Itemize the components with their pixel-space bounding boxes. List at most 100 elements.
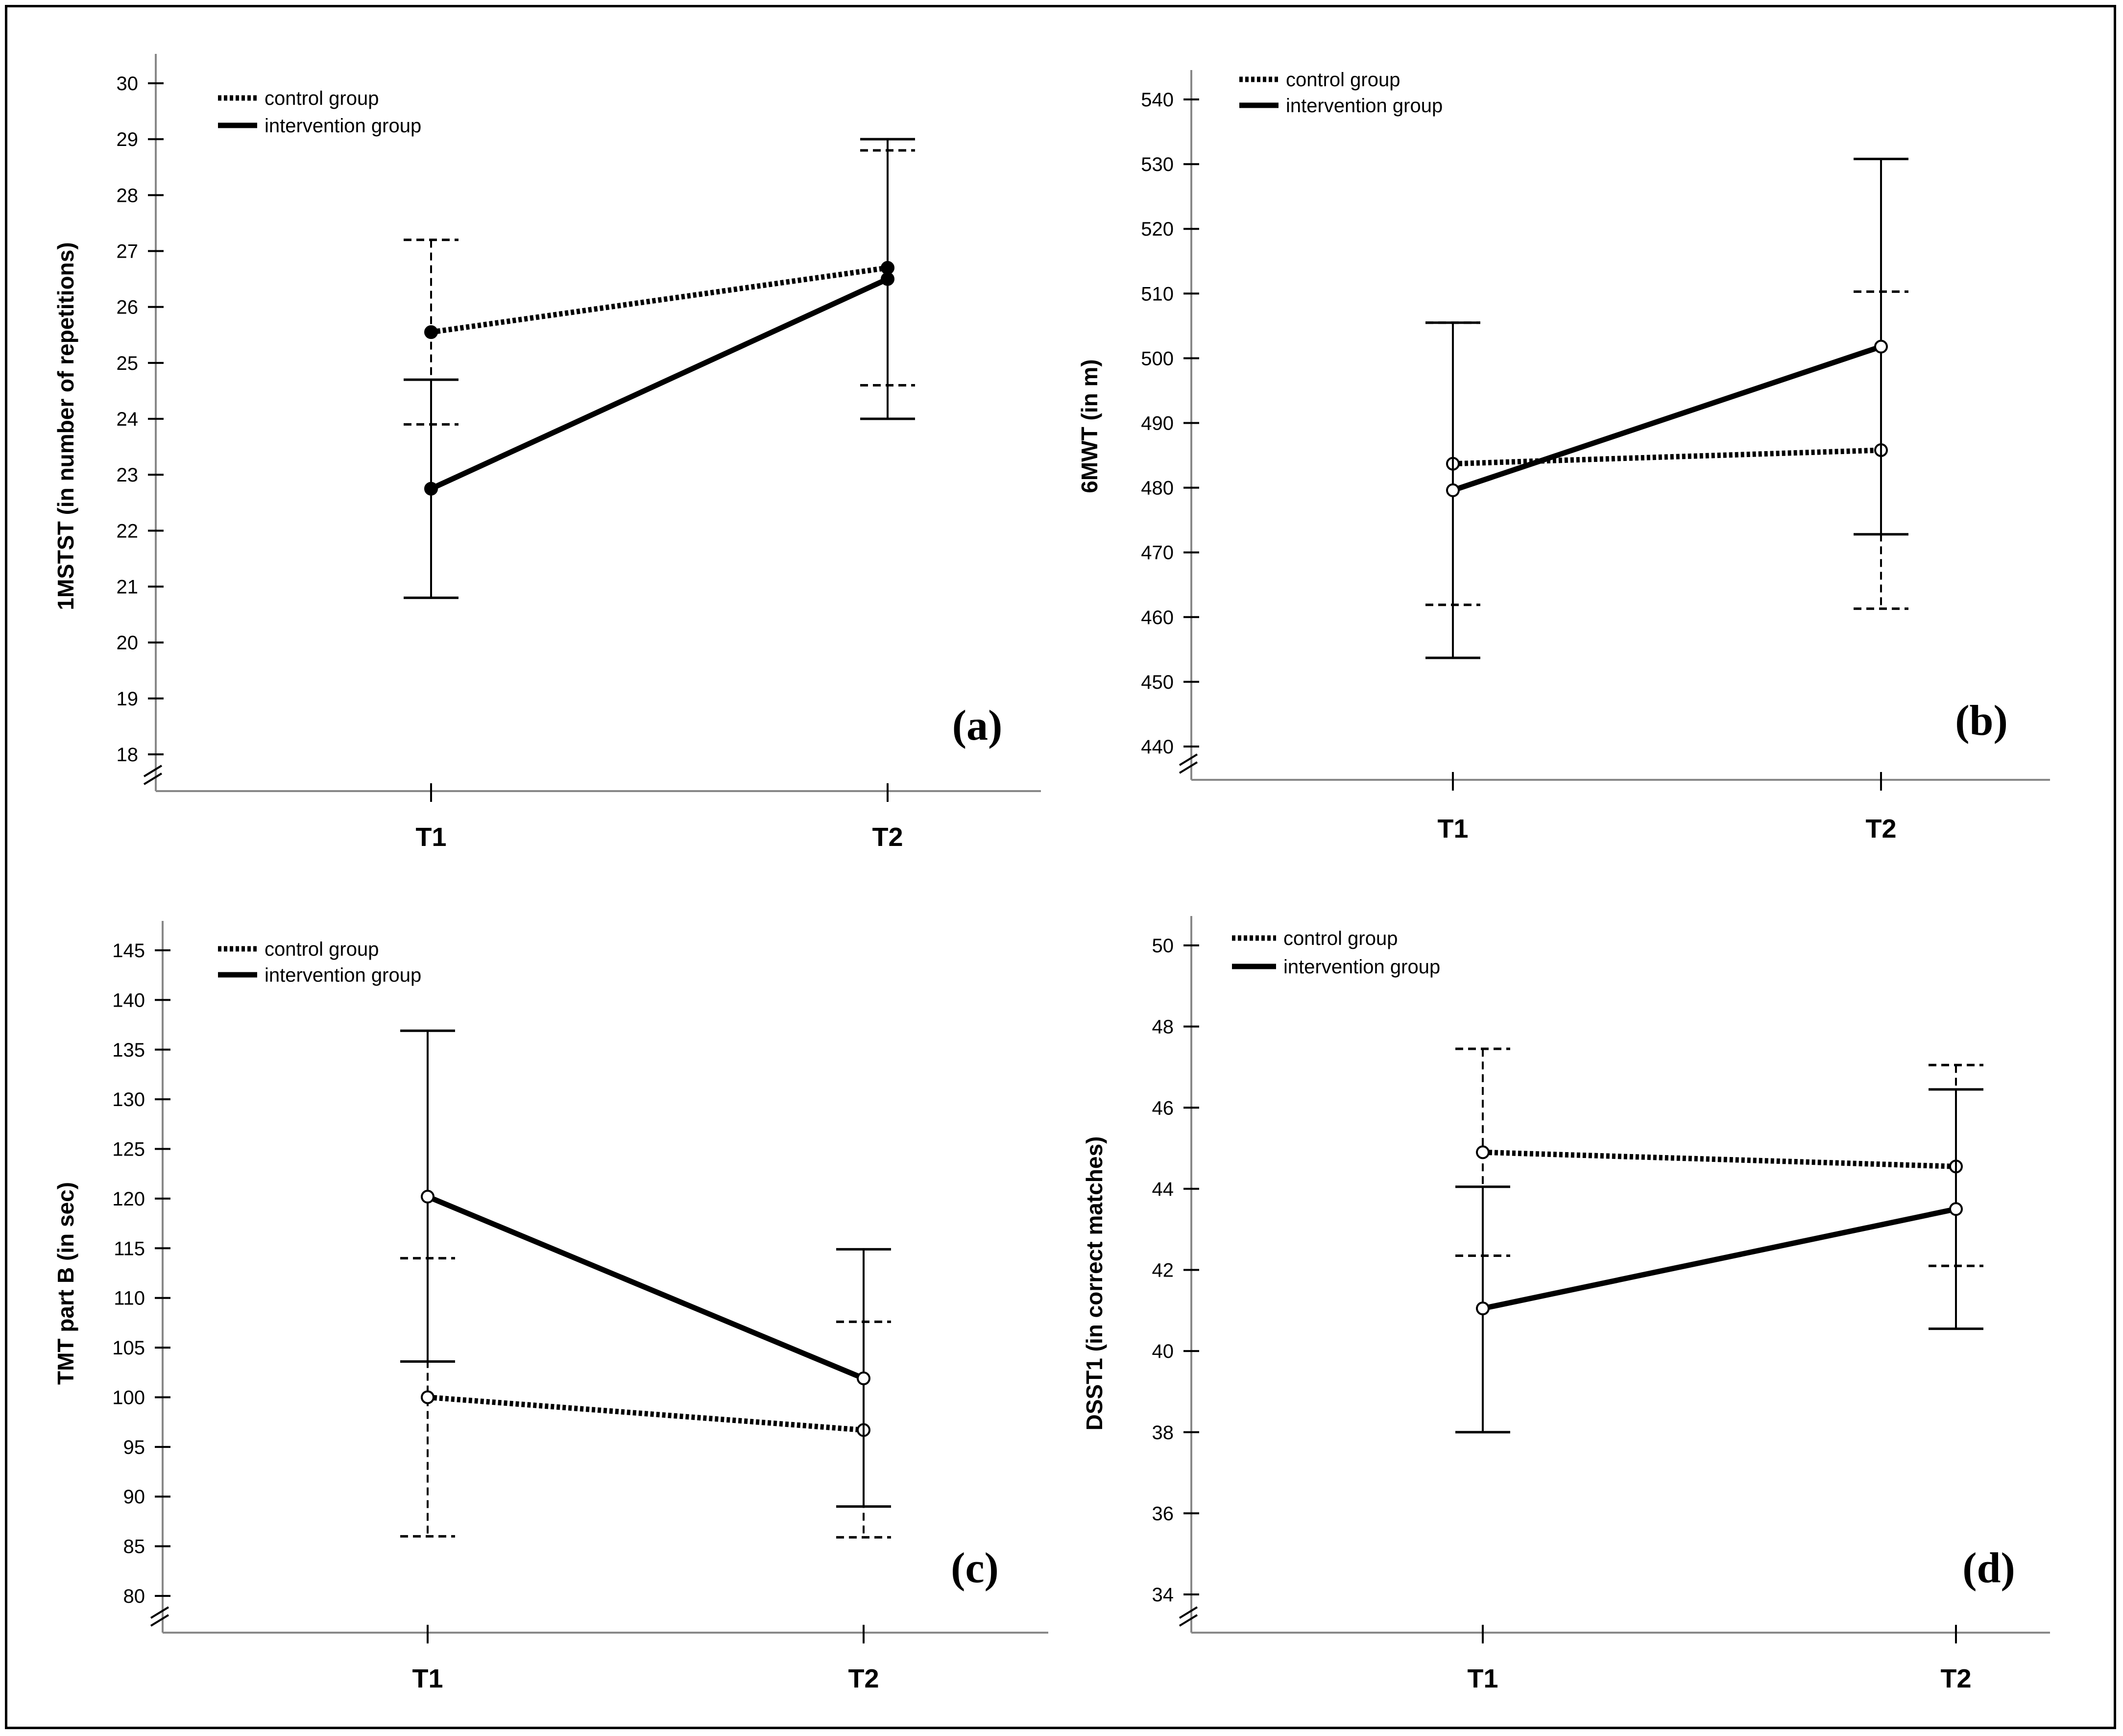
- y-tick-label: 22: [117, 520, 139, 542]
- y-tick-label: 18: [117, 744, 139, 766]
- y-tick-label: 80: [123, 1586, 145, 1607]
- y-tick-label: 36: [1152, 1503, 1174, 1524]
- panel-d-tag: (d): [1962, 1544, 2015, 1592]
- panel-a: 1MSTST (in number of repetitions) contro…: [53, 88, 1002, 749]
- y-tick-label: 46: [1152, 1097, 1174, 1119]
- axis-break-mark: [150, 1606, 169, 1619]
- y-tick-label: 110: [114, 1288, 145, 1309]
- y-tick-label: 520: [1141, 218, 1174, 240]
- axis-break-mark: [143, 772, 163, 785]
- y-tick-label: 95: [123, 1437, 145, 1458]
- y-tick-label: 24: [117, 409, 139, 430]
- y-tick-label: 440: [1141, 736, 1174, 758]
- panel-d-legend-intervention-label: intervention group: [1283, 956, 1440, 978]
- panel-d-plot: 34 36 38 40 42 44 46 48 50 T1 T2: [1152, 916, 2050, 1693]
- panel-c-ylabel: TMT part B (in sec): [53, 1182, 78, 1385]
- y-tick-label: 540: [1141, 89, 1174, 111]
- intervention-point: [424, 482, 438, 496]
- x-category-label: T1: [1467, 1664, 1498, 1693]
- panel-d: DSST1 (in correct matches) control group…: [1082, 928, 2015, 1592]
- panel-b-plot: 440 450 460 470 480 490 500 510 520 530 540 T1 T2: [1141, 70, 2050, 844]
- y-tick-label: 28: [117, 185, 139, 206]
- panel-b-legend-intervention-label: intervention group: [1286, 95, 1443, 117]
- y-tick-label: 20: [117, 632, 139, 654]
- panel-c: TMT part B (in sec) control group interv…: [53, 939, 999, 1592]
- y-tick-label: 115: [114, 1238, 145, 1259]
- intervention-point: [1949, 1202, 1963, 1216]
- y-tick-label: 38: [1152, 1422, 1174, 1444]
- axis-break-mark: [1179, 1614, 1198, 1627]
- panel-b-legend: control group intervention group: [1239, 69, 1443, 117]
- control-series-line: [1482, 1149, 1956, 1169]
- y-tick-label: 510: [1141, 283, 1174, 305]
- y-tick-label: 130: [112, 1089, 145, 1110]
- y-tick-label: 135: [112, 1039, 145, 1061]
- x-category-label: T2: [872, 822, 903, 852]
- y-tick-label: 21: [117, 577, 139, 598]
- axis-break-mark: [1179, 761, 1198, 774]
- axis-break-mark: [143, 765, 163, 777]
- panel-a-ylabel: 1MSTST (in number of repetitions): [53, 242, 78, 610]
- x-category-label: T1: [415, 822, 446, 852]
- axis-break-mark: [1179, 753, 1198, 766]
- control-series-line: [1452, 447, 1882, 467]
- y-tick-label: 34: [1152, 1584, 1174, 1606]
- panel-c-legend-intervention-label: intervention group: [265, 964, 421, 986]
- panel-b: 6MWT (in m) control group intervention g…: [1077, 69, 2008, 745]
- intervention-series-line: [426, 1194, 865, 1381]
- y-tick-label: 23: [117, 464, 139, 486]
- x-category-label: T2: [848, 1664, 879, 1693]
- y-tick-label: 48: [1152, 1016, 1174, 1038]
- x-category-label: T2: [1940, 1664, 1971, 1693]
- y-tick-label: 470: [1141, 542, 1174, 564]
- y-tick-label: 26: [117, 297, 139, 318]
- y-tick-label: 85: [123, 1536, 145, 1558]
- panel-d-legend-control-label: control group: [1283, 928, 1398, 949]
- control-point: [421, 1390, 434, 1404]
- intervention-series-line: [430, 276, 889, 491]
- y-tick-label: 42: [1152, 1260, 1174, 1281]
- panel-c-plot: 80 85 90 95 100 105 110 115 120 125 130 135 140 145 T1…: [112, 921, 1048, 1693]
- y-tick-label: 140: [112, 989, 145, 1011]
- panel-d-legend: control group intervention group: [1232, 928, 1440, 978]
- intervention-point: [857, 1371, 870, 1385]
- panel-c-tag: (c): [951, 1544, 999, 1592]
- y-tick-label: 145: [112, 940, 145, 962]
- y-tick-label: 90: [123, 1486, 145, 1508]
- y-tick-label: 44: [1152, 1179, 1174, 1200]
- y-tick-label: 500: [1141, 348, 1174, 369]
- panel-c-legend: control group intervention group: [218, 939, 421, 986]
- y-tick-label: 27: [117, 241, 139, 263]
- panel-b-ylabel: 6MWT (in m): [1077, 359, 1102, 493]
- control-series-line: [427, 1394, 864, 1433]
- intervention-point: [881, 272, 894, 286]
- y-tick-label: 19: [117, 688, 139, 710]
- y-tick-label: 29: [117, 129, 139, 150]
- y-tick-label: 125: [112, 1139, 145, 1160]
- figure-frame: [5, 5, 2116, 1729]
- panel-b-tag: (b): [1955, 697, 2008, 745]
- panel-a-legend: control group intervention group: [218, 88, 421, 137]
- intervention-point: [1446, 483, 1460, 497]
- y-tick-label: 100: [112, 1387, 145, 1408]
- intervention-series-line: [1452, 344, 1882, 493]
- axis-break-mark: [150, 1614, 169, 1627]
- panel-a-plot: 18 19 20 21 22 23 24 25 26 27 28 29 30 T1 T2: [117, 54, 1041, 852]
- y-tick-label: 30: [117, 73, 139, 95]
- y-tick-label: 50: [1152, 935, 1174, 957]
- panel-b-legend-control-label: control group: [1286, 69, 1400, 91]
- intervention-point: [421, 1189, 434, 1204]
- x-category-label: T1: [412, 1664, 443, 1693]
- x-category-label: T1: [1437, 814, 1468, 844]
- intervention-point: [1476, 1302, 1490, 1316]
- axis-break-mark: [1179, 1606, 1198, 1619]
- y-tick-label: 480: [1141, 478, 1174, 499]
- control-point: [424, 325, 438, 339]
- panel-d-ylabel: DSST1 (in correct matches): [1082, 1136, 1107, 1431]
- y-tick-label: 105: [112, 1337, 145, 1359]
- y-tick-label: 460: [1141, 607, 1174, 628]
- x-category-label: T2: [1865, 814, 1896, 844]
- y-tick-label: 450: [1141, 672, 1174, 693]
- panel-c-legend-control-label: control group: [265, 939, 379, 960]
